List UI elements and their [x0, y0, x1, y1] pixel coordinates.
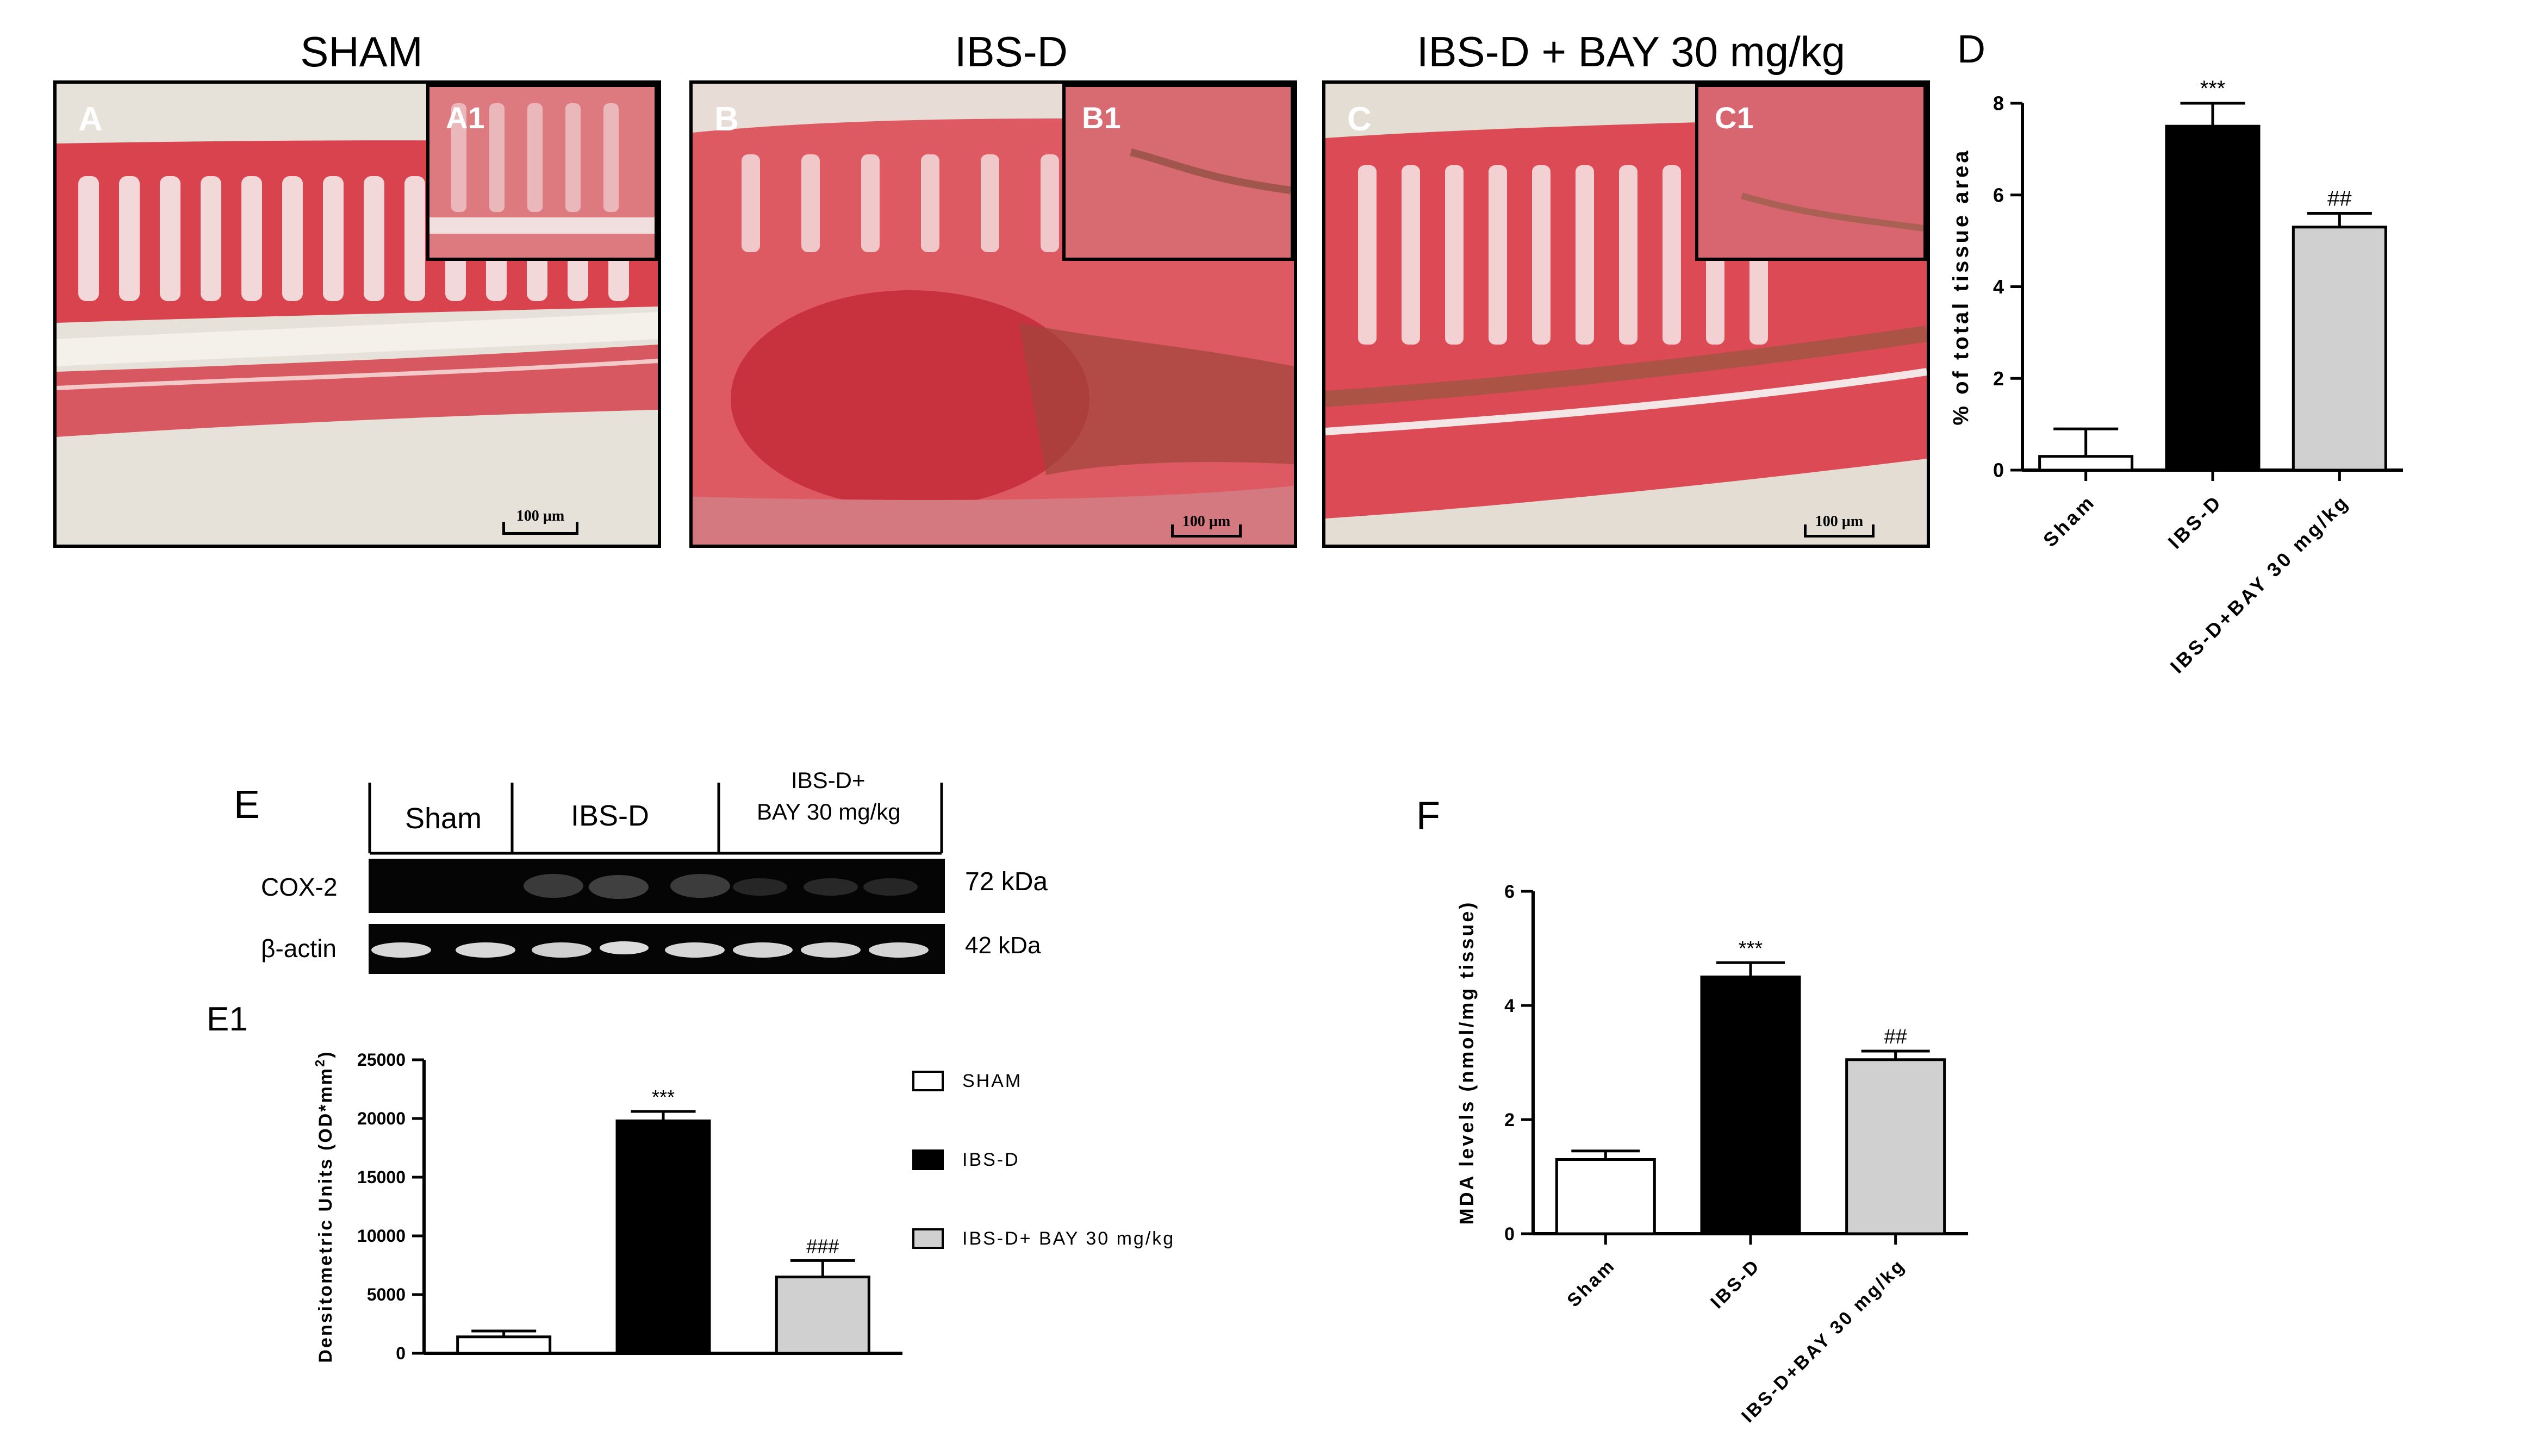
significance-label: ***: [2200, 77, 2226, 101]
micrograph-ibs-d: B B1 100 µm: [689, 80, 1297, 548]
panel-b-title: IBS-D: [954, 28, 1068, 76]
lane-label-ibs-d: IBS-D: [571, 799, 650, 832]
y-tick-label: 10000: [357, 1226, 406, 1246]
sham-inset-image: [429, 87, 655, 258]
bar: [456, 1335, 552, 1355]
significance-label: ##: [1884, 1026, 1907, 1048]
panel-c-title: IBS-D + BAY 30 mg/kg: [1416, 28, 1846, 76]
scale-bar: 100 µm: [1171, 513, 1242, 538]
y-tick-label: 4: [1993, 276, 2004, 298]
micrograph-ibs-d-bay: C C1 100 µm: [1322, 80, 1930, 548]
y-tick-label: 25000: [357, 1050, 406, 1070]
bar: [615, 1119, 711, 1355]
y-axis-label: Densitometric Units (OD*mm2): [313, 1050, 336, 1363]
blot-row-label-actin: β-actin: [261, 934, 337, 963]
significance-label: ##: [2327, 187, 2352, 211]
panel-a-title: SHAM: [300, 28, 423, 76]
significance-label: ***: [1739, 937, 1763, 960]
micrograph-inset: B1: [1062, 84, 1294, 261]
significance-label: ###: [806, 1235, 839, 1257]
ibs-d-inset-image: [1066, 87, 1291, 258]
y-tick-label: 2: [1993, 367, 2004, 390]
x-tick-label: IBS-D: [1707, 1255, 1764, 1313]
blot-size-cox2: 72 kDa: [965, 867, 1048, 896]
lane-label-sham: Sham: [405, 802, 482, 835]
bar: [2165, 124, 2261, 472]
micrograph-sham: A A1 100 µm: [53, 80, 661, 548]
significance-label: ***: [652, 1086, 675, 1108]
bar: [1555, 1158, 1656, 1235]
legend-label: IBS-D: [962, 1149, 1020, 1170]
inset-letter: A1: [446, 101, 485, 135]
y-tick-label: 0: [396, 1343, 406, 1363]
x-tick-label: IBS-D: [2164, 490, 2227, 553]
y-tick-label: 2: [1504, 1110, 1515, 1130]
x-tick-label: Sham: [1563, 1255, 1620, 1311]
blot-header-lines: [368, 783, 943, 855]
cox2-band-strip: [369, 859, 945, 913]
y-tick-label: 8: [1993, 92, 2004, 115]
y-tick-label: 20000: [357, 1109, 406, 1128]
y-tick-label: 6: [1993, 184, 2004, 206]
x-tick-label: IBS-D+BAY 30 mg/kg: [1738, 1255, 1909, 1427]
micrograph-letter: C: [1347, 101, 1372, 138]
y-tick-label: 0: [1504, 1224, 1515, 1245]
bar: [1845, 1058, 1946, 1235]
y-tick-label: 6: [1504, 882, 1515, 902]
panel-letter-e1: E1: [207, 1001, 248, 1038]
bar: [1700, 976, 1801, 1235]
y-axis-label: % of total tissue area: [1949, 148, 1973, 425]
legend-swatch: [912, 1149, 944, 1170]
ibs-d-bay-tissue-image: [1325, 84, 1927, 545]
blot-size-actin: 42 kDa: [965, 932, 1041, 959]
legend-label: IBS-D+ BAY 30 mg/kg: [962, 1228, 1175, 1249]
chart-f: 0 2 4 6 MDA levels (nmol/mg tissue) Sham *** IB…: [1455, 882, 1968, 1427]
micrograph-inset: A1: [426, 84, 658, 261]
chart-d: 0 2 4 6 8 % of total tissue area Sham *** IBS-D #…: [1949, 77, 2403, 678]
scale-bar: 100 µm: [1804, 513, 1875, 538]
chart-e1: 0 5000 10000 15000 20000 25000 Densitometric U…: [313, 1050, 1175, 1363]
ibs-d-bay-inset-image: [1698, 87, 1923, 258]
y-axis-label: MDA levels (nmol/mg tissue): [1455, 901, 1478, 1225]
micrograph-inset: C1: [1695, 84, 1927, 261]
lane-label-ibs-d-bay-line1: IBS-D+: [791, 767, 866, 793]
blot-row-label-cox2: COX-2: [261, 873, 338, 901]
panel-letter-e: E: [234, 783, 260, 827]
panel-letter-f: F: [1416, 794, 1440, 838]
micrograph-letter: B: [714, 101, 739, 138]
micrograph-letter: A: [78, 101, 103, 138]
actin-band-strip: [369, 924, 945, 974]
legend-swatch: [912, 1071, 944, 1091]
y-tick-label: 4: [1504, 996, 1515, 1016]
bar: [2038, 455, 2134, 472]
legend-swatch: [912, 1228, 944, 1249]
x-tick-label: Sham: [2039, 490, 2100, 551]
scale-bar: 100 µm: [502, 508, 578, 535]
bar: [775, 1276, 870, 1355]
inset-letter: C1: [1715, 101, 1754, 135]
panel-letter-d: D: [1957, 28, 1985, 71]
legend-label: SHAM: [962, 1071, 1022, 1091]
y-tick-label: 0: [1993, 459, 2004, 482]
lane-label-ibs-d-bay-line2: BAY 30 mg/kg: [757, 799, 901, 824]
y-tick-label: 5000: [367, 1285, 406, 1304]
inset-letter: B1: [1082, 101, 1121, 135]
y-tick-label: 15000: [357, 1167, 406, 1187]
bar: [2292, 226, 2387, 472]
